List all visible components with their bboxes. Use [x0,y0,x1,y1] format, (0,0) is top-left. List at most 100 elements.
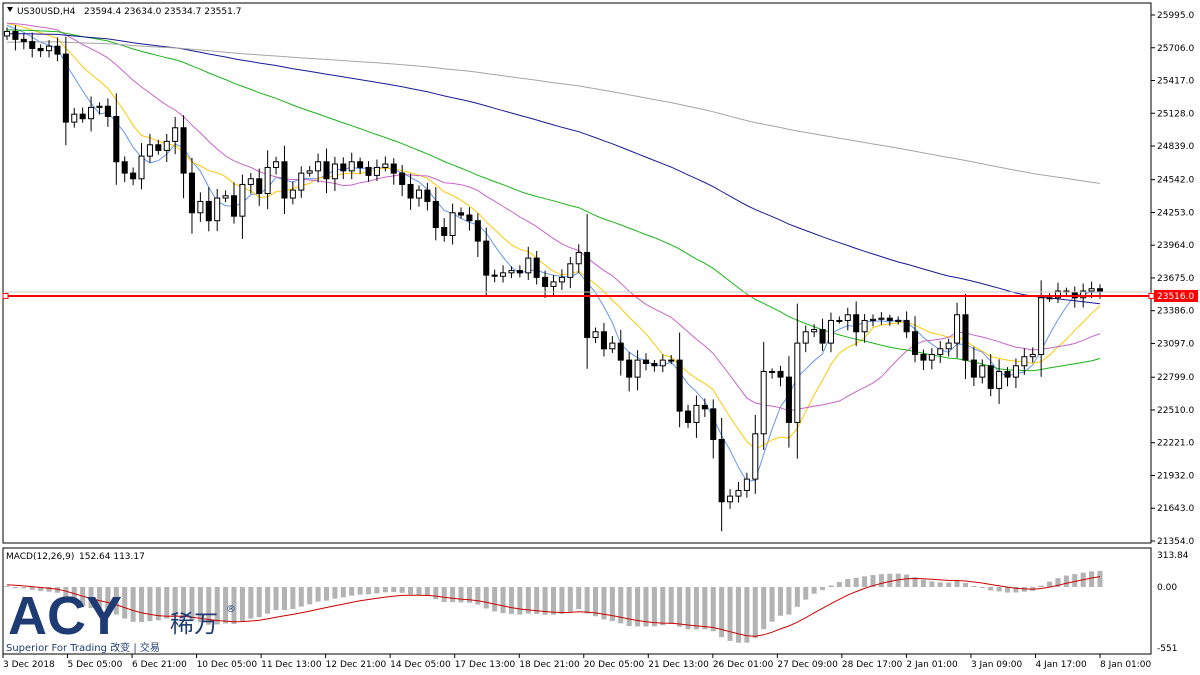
candle-body [592,331,599,338]
candle-body [1088,288,1095,292]
macd-histogram-bar [887,573,893,587]
candle-body [146,144,153,157]
macd-histogram-bar [416,587,422,595]
candle-body [1029,353,1036,358]
candle-body [727,495,734,503]
candle-body [483,240,490,276]
candle-body [903,319,910,333]
macd-histogram-bar [693,587,699,630]
candle-body [760,370,767,435]
macd-histogram-bar [1004,587,1011,593]
time-tick-label: 6 Dec 21:00 [132,660,187,670]
macd-histogram-bar [904,574,910,587]
macd-histogram-bar [618,587,624,624]
candle-body [508,270,515,274]
price-line-left-handle[interactable] [2,292,9,299]
macd-histogram-bar [122,587,128,619]
price-tick-label: 21643.0 [1157,504,1194,514]
macd-histogram-bar [197,587,203,623]
macd-histogram-bar [744,587,750,643]
macd-histogram-bar [433,587,439,600]
macd-histogram-bar [382,587,388,593]
macd-histogram-bar [971,585,977,587]
price-tick-label: 23097.0 [1157,339,1194,349]
candle-body [12,30,19,40]
macd-histogram-bar [601,587,607,620]
macd-histogram-bar [441,587,447,602]
dropdown-triangle-icon[interactable] [7,7,13,12]
price-tick-label: 21932.0 [1157,471,1194,481]
price-tick-label: 23386.0 [1157,307,1194,317]
macd-histogram-bar [929,581,935,587]
candle-body [29,41,36,49]
price-tick-label: 21354.0 [1157,537,1194,547]
candle-body [979,365,986,378]
macd-histogram-bar [281,587,287,610]
candle-body [962,314,969,361]
candle-body [1096,288,1104,293]
macd-histogram-bar [492,587,498,612]
macd-histogram-bar [794,587,800,607]
candle-body [769,370,776,373]
candle-body [609,342,616,350]
candle-body [668,359,675,362]
macd-histogram-bar [424,587,430,597]
macd-histogram-bar [290,587,296,610]
macd-histogram-bar [517,587,523,615]
moving-average-layer [6,22,1101,482]
macd-histogram-bar [340,587,346,598]
candle-body [516,270,523,274]
macd-histogram-bar [777,587,784,616]
candle-body [676,359,683,412]
time-tick-label: 10 Dec 05:00 [197,660,258,670]
candle-body [415,189,422,199]
macd-histogram-bar [113,587,119,615]
price-line-right-handle[interactable] [1148,292,1155,299]
time-tick-label: 18 Dec 21:00 [519,660,580,670]
macd-layer [4,570,1103,643]
candle-body [62,53,69,123]
candle-body [390,163,397,174]
logo-registered: ® [226,604,236,615]
macd-histogram-bar [920,579,926,587]
macd-histogram-bar [937,582,943,587]
candle-body [785,376,792,423]
macd-histogram-bar [298,587,304,607]
candle-body [710,408,717,440]
macd-histogram-bar [315,587,321,602]
candle-body [651,363,658,367]
time-tick-label: 4 Jan 17:00 [1035,660,1087,670]
candle-body [1004,370,1011,378]
macd-histogram-bar [223,587,229,624]
macd-histogram-bar [870,575,876,587]
candle-body [46,45,53,52]
price-tick-label: 25706.0 [1157,44,1194,54]
time-tick-label: 3 Jan 09:00 [971,660,1023,670]
time-tick-label: 28 Dec 17:00 [842,660,903,670]
macd-histogram-bar [626,587,632,627]
macd-histogram-bar [668,587,674,624]
macd-histogram-bar [635,587,641,627]
candle-body [811,329,818,333]
candle-body [222,195,229,199]
moving-average-line [6,41,1101,184]
candle-body [96,105,103,108]
macd-histogram-bar [21,587,27,589]
macd-histogram-bar [1047,581,1053,587]
candle-body [247,178,254,185]
candle-body [558,276,565,283]
macd-histogram-bar [685,587,691,630]
price-panel-frame [2,2,1152,544]
candle-body [500,272,507,277]
candle-body [575,251,582,265]
macd-histogram-bar [845,578,851,587]
macd-histogram-bar [332,587,338,599]
time-tick-label: 26 Dec 01:00 [713,660,774,670]
price-tick-label: 22221.0 [1157,439,1194,449]
price-tick-label: 22799.0 [1157,373,1194,383]
macd-histogram-bar [761,587,767,630]
macd-histogram-bar [130,587,136,622]
candle-body [836,319,843,322]
macd-histogram-bar [307,587,313,605]
